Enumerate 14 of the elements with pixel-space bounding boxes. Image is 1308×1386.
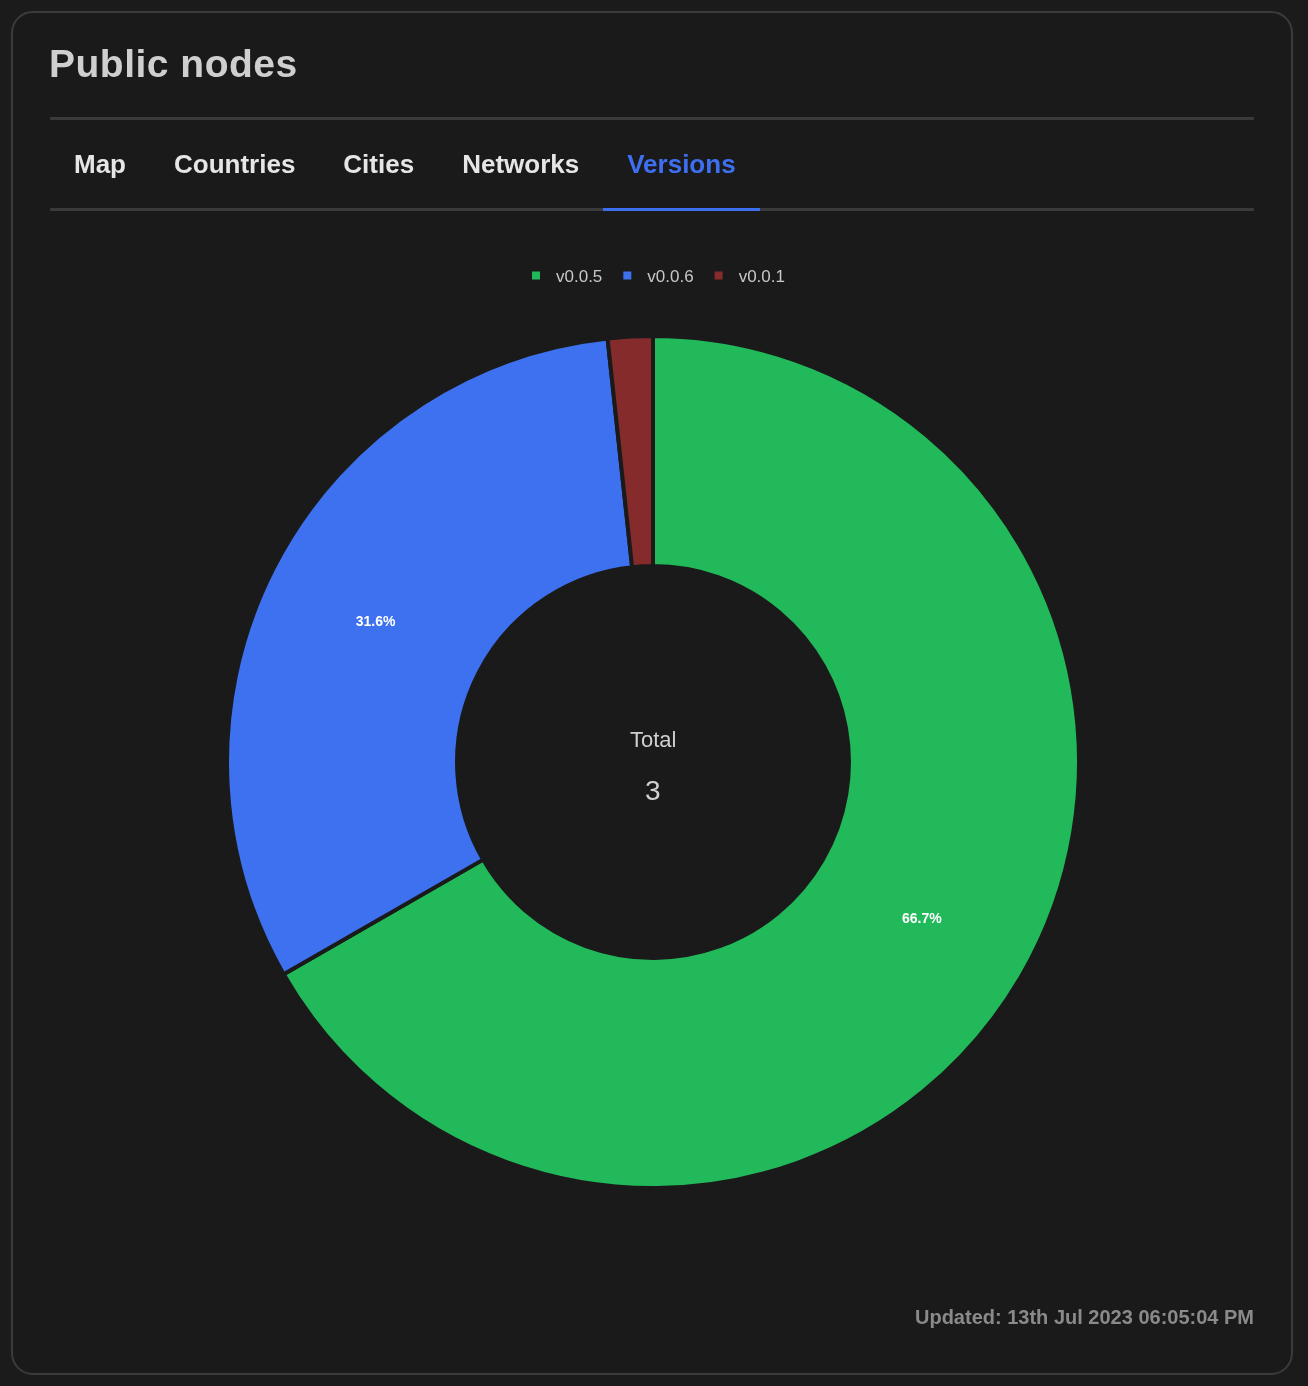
legend-label: v0.0.1 [738, 267, 785, 287]
data-label: 31.6% [355, 612, 397, 629]
text: Map [73, 148, 127, 181]
legend-label: v0.0.5 [556, 267, 603, 287]
text: Versions [603, 120, 760, 211]
chart-title: Public nodes [49, 42, 298, 86]
text: 3 [645, 775, 661, 806]
text: Total [630, 727, 677, 752]
text: Cities [342, 148, 416, 181]
text: Countries [173, 148, 297, 181]
data-label: 66.7% [902, 909, 943, 926]
text: Networks [461, 148, 581, 181]
legend-label: v0.0.6 [647, 267, 694, 287]
text: Updated: 13th Jul 2023 06:05:04 PM [914, 1306, 1254, 1329]
